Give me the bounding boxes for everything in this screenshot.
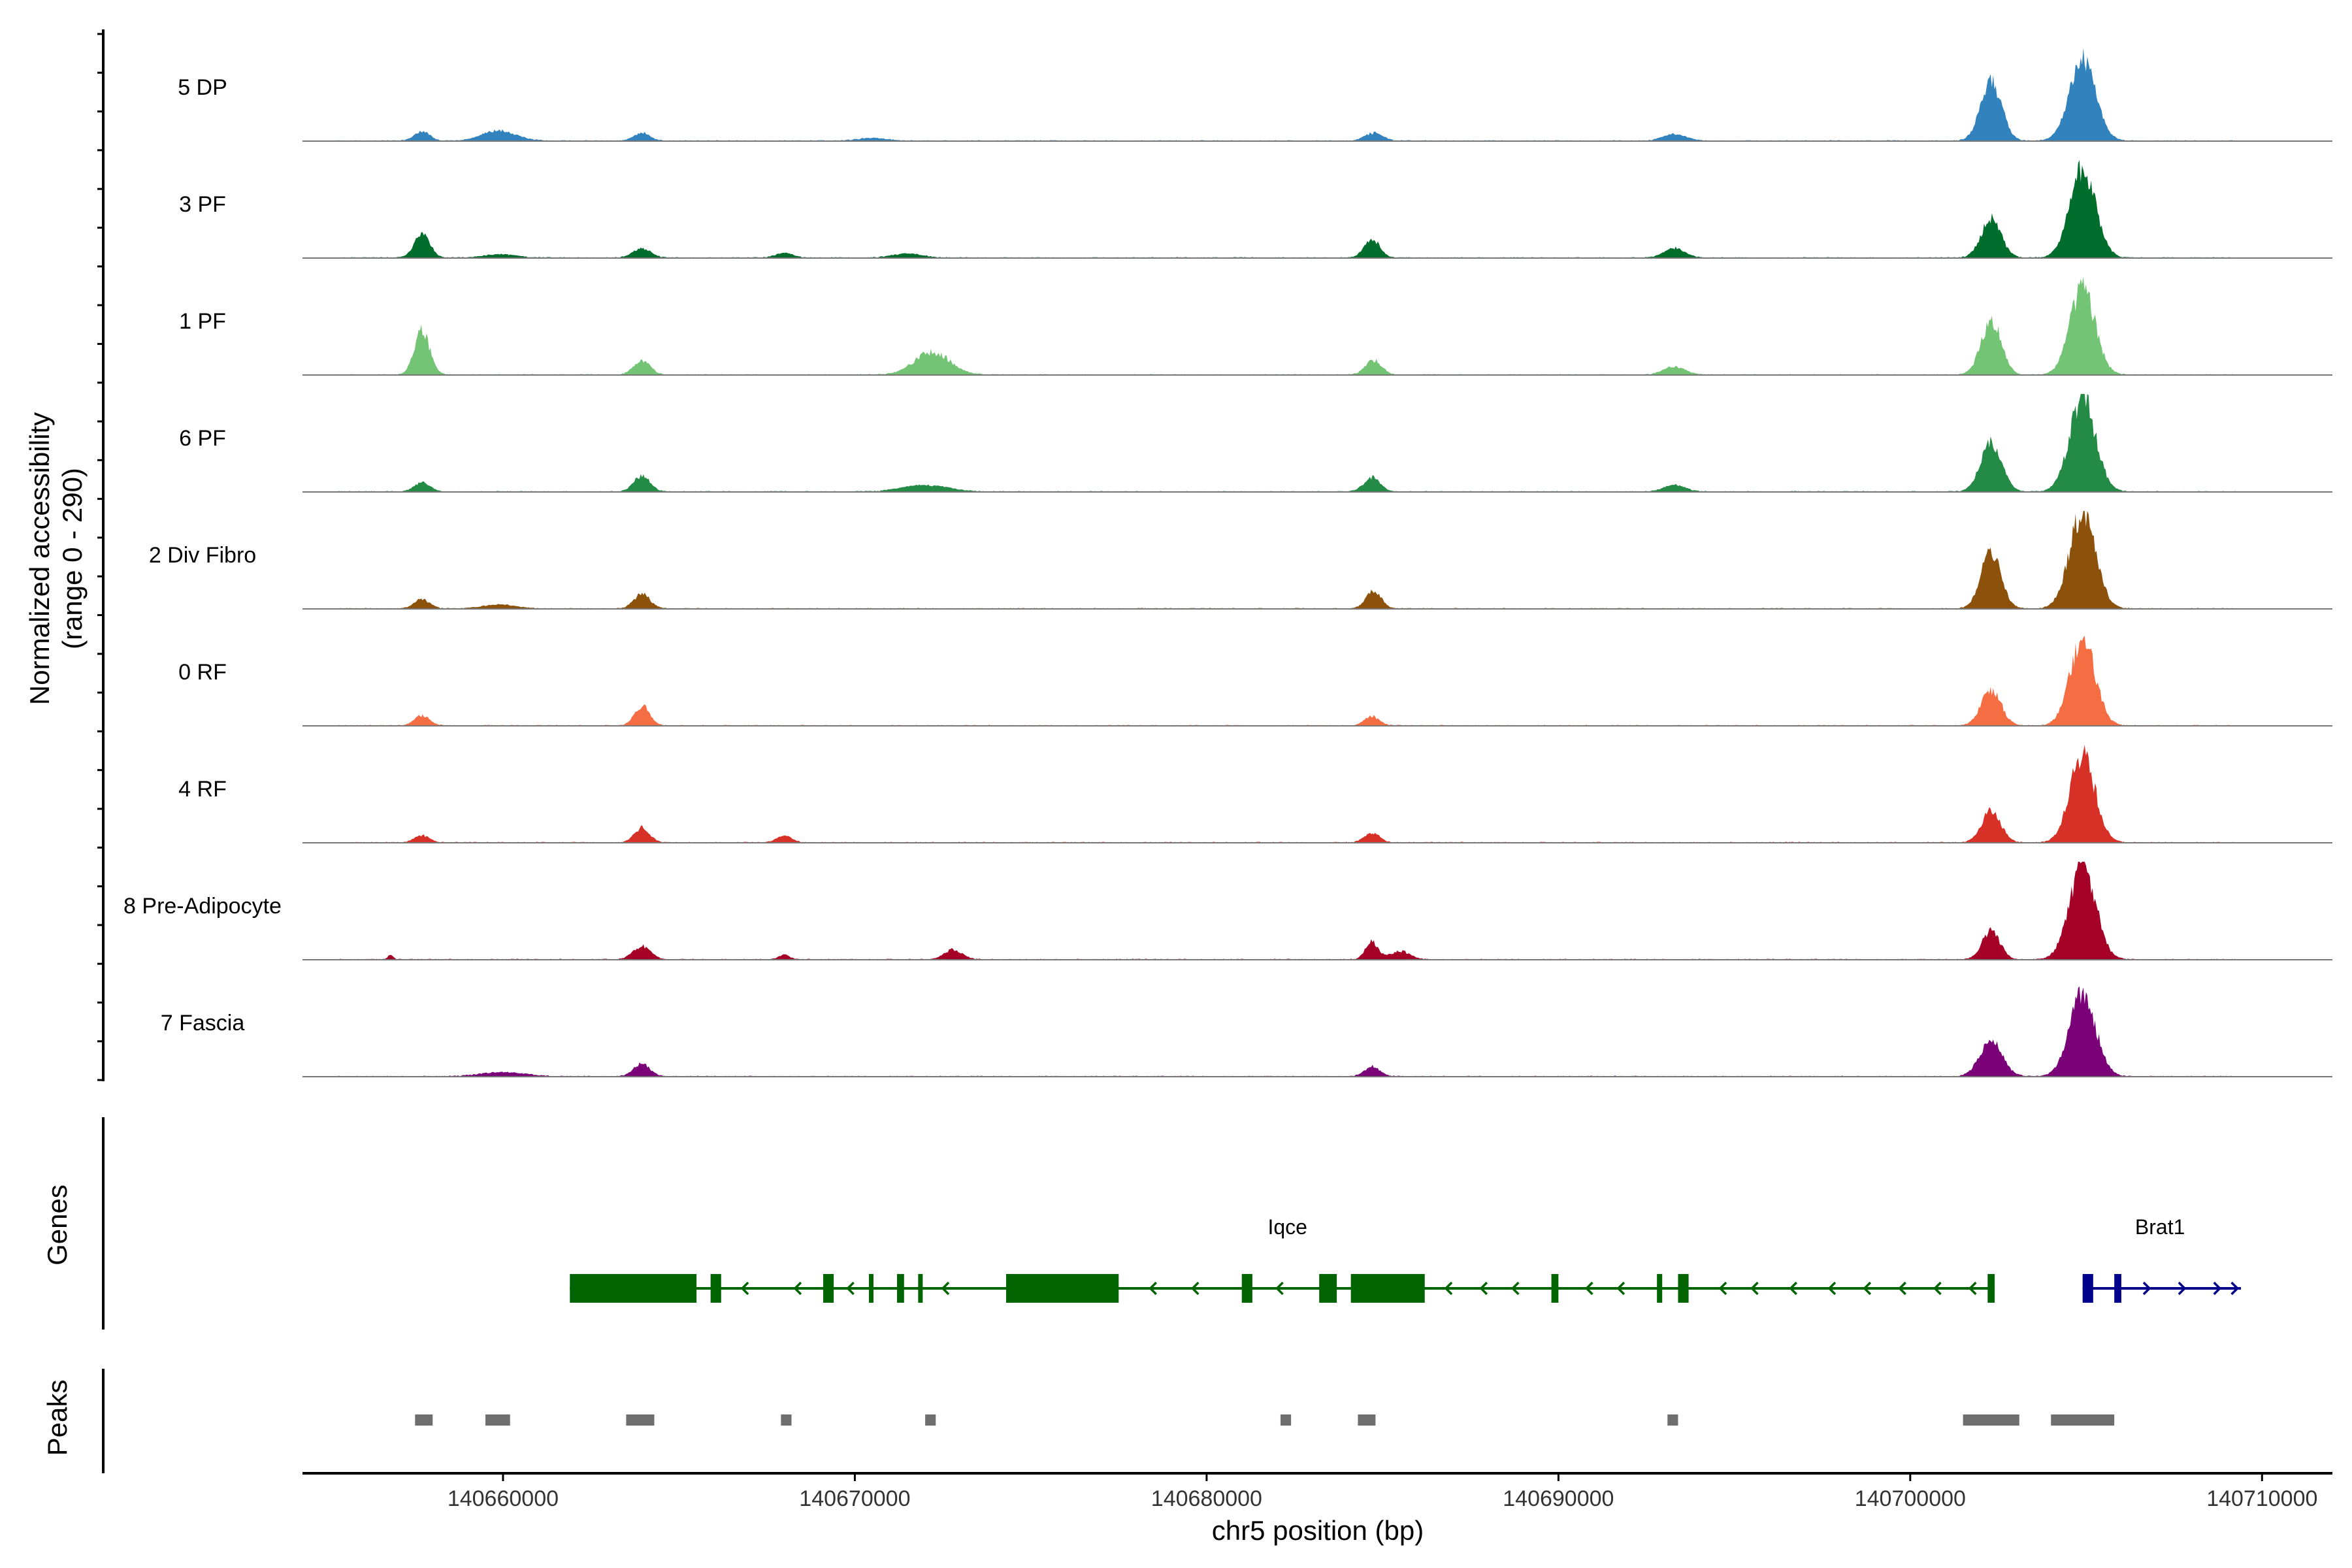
strand-arrow: [1863, 1281, 1872, 1296]
x-tick-label: 140660000: [448, 1486, 559, 1511]
peak-region: [485, 1414, 510, 1426]
track-7-fascia: 7 Fascia: [161, 986, 2332, 1077]
track-2-div-fibro: 2 Div Fibro: [149, 511, 2332, 610]
strand-arrow: [1584, 1281, 1593, 1296]
track-6-pf: 6 PF: [179, 394, 2332, 493]
gene-brat1: Brat1: [2082, 1215, 2241, 1303]
gene-label: Brat1: [2135, 1215, 2185, 1239]
strand-arrow: [1933, 1281, 1942, 1296]
strand-arrow: [1511, 1281, 1520, 1296]
peak-region: [1358, 1414, 1376, 1426]
track-label: 7 Fascia: [161, 1011, 245, 1036]
strand-arrow: [740, 1281, 749, 1296]
strand-arrow: [1750, 1281, 1759, 1296]
strand-arrow: [1275, 1281, 1284, 1296]
y-axis-title-line2: (range 0 - 290): [57, 468, 88, 649]
gene-exon: [918, 1274, 923, 1303]
x-axis-title: chr5 position (bp): [1212, 1515, 1424, 1546]
coverage-area: [302, 511, 2238, 609]
coverage-area: [302, 277, 2238, 375]
peak-region: [1280, 1414, 1292, 1426]
strand-arrow: [1718, 1281, 1727, 1296]
gene-iqce: Iqce: [570, 1215, 1995, 1303]
gene-exon: [570, 1274, 697, 1303]
strand-arrow: [2178, 1281, 2187, 1296]
strand-arrow: [1898, 1281, 1906, 1296]
x-tick-label: 140670000: [799, 1486, 910, 1511]
peak-region: [1963, 1414, 2019, 1426]
track-label: 4 RF: [178, 777, 227, 802]
gene-exon: [1005, 1274, 1119, 1303]
coverage-area: [302, 394, 2238, 492]
peak-region: [2051, 1414, 2115, 1426]
strand-arrow: [846, 1281, 855, 1296]
gene-exon: [868, 1274, 874, 1303]
strand-arrow: [941, 1281, 950, 1296]
x-tick-label: 140700000: [1855, 1486, 1966, 1511]
strand-arrow: [2230, 1281, 2240, 1296]
track-5-dp: 5 DP: [178, 48, 2332, 142]
peaks-panel-title: Peaks: [42, 1380, 73, 1456]
track-label: 8 Pre-Adipocyte: [123, 894, 282, 919]
gene-exon: [1987, 1274, 1995, 1303]
peak-region: [781, 1414, 792, 1426]
track-label: 1 PF: [179, 309, 226, 334]
gene-label: Iqce: [1267, 1215, 1307, 1239]
track-3-pf: 3 PF: [179, 160, 2332, 259]
strand-arrow: [1827, 1281, 1837, 1296]
coverage-area: [302, 745, 2238, 843]
gene-exon: [1678, 1274, 1689, 1303]
gene-annotation-track: Iqce Brat1: [102, 1117, 2241, 1330]
strand-arrow: [1479, 1281, 1488, 1296]
coverage-area: [302, 862, 2238, 960]
x-axis: 140660000 140670000 140680000 140690000 1407…: [302, 1472, 2332, 1511]
strand-arrow: [1190, 1281, 1200, 1296]
track-label: 0 RF: [178, 660, 227, 685]
peak-region: [415, 1414, 433, 1426]
peak-regions-track: [102, 1369, 2115, 1473]
gene-exon: [2114, 1274, 2121, 1303]
gene-exon: [1241, 1274, 1252, 1303]
strand-arrow: [2213, 1281, 2222, 1296]
strand-arrow: [793, 1281, 802, 1296]
strand-arrow: [1149, 1281, 1157, 1296]
gene-exon: [1551, 1274, 1559, 1303]
genes-panel-title: Genes: [42, 1184, 73, 1266]
coverage-area: [302, 48, 2238, 141]
strand-arrow: [1616, 1281, 1625, 1296]
track-0-rf: 0 RF: [178, 636, 2332, 727]
gene-exon: [1319, 1274, 1337, 1303]
strand-arrow: [1968, 1281, 1977, 1296]
coverage-area: [302, 986, 2238, 1077]
strand-arrow: [2142, 1281, 2151, 1296]
gene-exon: [1657, 1274, 1663, 1303]
gene-exon: [710, 1274, 721, 1303]
x-tick-label: 140680000: [1151, 1486, 1262, 1511]
peak-region: [925, 1414, 936, 1426]
track-label: 3 PF: [179, 192, 226, 217]
gene-exon: [823, 1274, 834, 1303]
track-1-pf: 1 PF: [179, 277, 2332, 376]
track-label: 5 DP: [178, 75, 227, 100]
x-tick-label: 140710000: [2206, 1486, 2317, 1511]
gene-exon: [1350, 1274, 1425, 1303]
track-label: 2 Div Fibro: [149, 543, 256, 568]
track-4-rf: 4 RF: [178, 745, 2332, 843]
peak-region: [1667, 1414, 1678, 1426]
gene-exon: [2082, 1274, 2093, 1303]
track-label: 6 PF: [179, 426, 226, 451]
strand-arrow: [1789, 1281, 1797, 1296]
peak-region: [626, 1414, 655, 1426]
strand-arrow: [1444, 1281, 1453, 1296]
coverage-area: [302, 160, 2238, 258]
x-tick-label: 140690000: [1503, 1486, 1614, 1511]
track-8-pre-adipocyte: 8 Pre-Adipocyte: [123, 862, 2332, 960]
y-axis-title-line1: Normalized accessibility: [24, 412, 55, 705]
coverage-area: [302, 636, 2238, 726]
gene-exon: [897, 1274, 904, 1303]
coverage-tracks: 5 DP 3 PF 1 PF 6 PF 2 Div Fibro 0 RF 4 RF 8 Pre…: [97, 29, 2332, 1081]
